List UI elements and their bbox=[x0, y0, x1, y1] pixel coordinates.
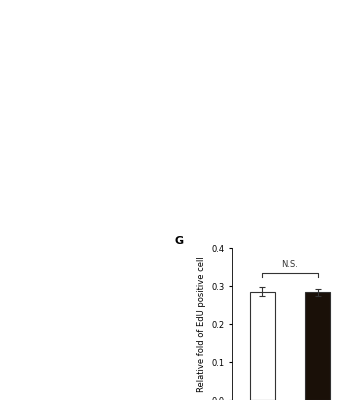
Bar bbox=[305, 292, 330, 400]
Bar bbox=[250, 292, 275, 400]
Y-axis label: Relative fold of EdU positive cell: Relative fold of EdU positive cell bbox=[197, 256, 206, 392]
Text: N.S.: N.S. bbox=[282, 260, 299, 269]
Text: G: G bbox=[174, 236, 183, 246]
